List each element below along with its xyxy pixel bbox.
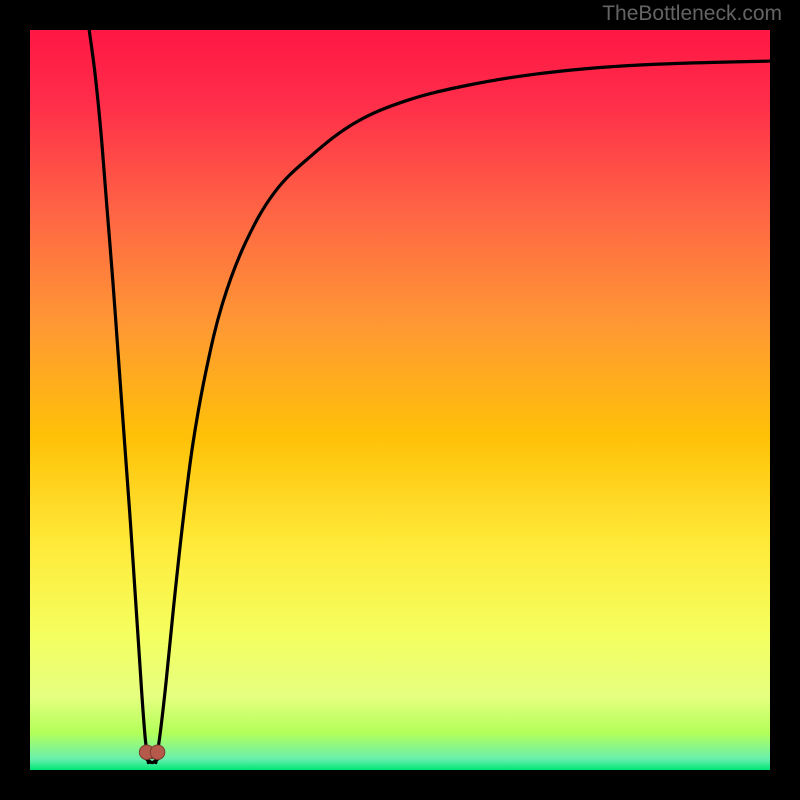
chart-container: TheBottleneck.com — [0, 0, 800, 800]
bottleneck-curve — [30, 30, 770, 770]
watermark-text: TheBottleneck.com — [602, 2, 782, 26]
plot-area — [30, 30, 770, 770]
cusp-heart-icon — [139, 745, 164, 760]
curve-segment — [156, 61, 770, 763]
curve-segment — [89, 30, 148, 763]
